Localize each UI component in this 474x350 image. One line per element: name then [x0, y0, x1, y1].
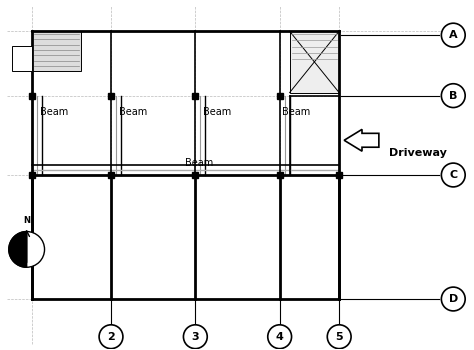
Circle shape	[268, 325, 292, 349]
Bar	[108, 172, 114, 178]
FancyArrow shape	[344, 130, 379, 151]
Text: Driveway: Driveway	[389, 148, 447, 158]
Text: 3: 3	[191, 332, 199, 342]
Circle shape	[441, 287, 465, 311]
Text: Beam: Beam	[40, 107, 68, 118]
Text: 2: 2	[107, 332, 115, 342]
Circle shape	[441, 163, 465, 187]
Circle shape	[99, 325, 123, 349]
Text: Beam: Beam	[282, 107, 310, 118]
Text: 4: 4	[276, 332, 283, 342]
Bar	[108, 93, 114, 99]
Text: Beam: Beam	[119, 107, 147, 118]
Bar	[12, 46, 32, 71]
Text: N: N	[23, 216, 30, 225]
Circle shape	[441, 23, 465, 47]
Text: C: C	[449, 170, 457, 180]
Text: Beam: Beam	[185, 158, 214, 168]
Bar	[277, 93, 283, 99]
Text: D: D	[449, 294, 458, 304]
Circle shape	[441, 84, 465, 107]
Polygon shape	[9, 232, 27, 267]
Bar	[32, 31, 81, 71]
Circle shape	[327, 325, 351, 349]
Text: B: B	[449, 91, 457, 101]
Circle shape	[9, 232, 45, 267]
Bar	[192, 93, 198, 99]
Circle shape	[183, 325, 207, 349]
Text: A: A	[449, 30, 457, 40]
Bar	[28, 172, 35, 178]
Bar	[336, 172, 342, 178]
Text: 5: 5	[336, 332, 343, 342]
Bar	[192, 172, 198, 178]
Bar	[277, 172, 283, 178]
Text: Beam: Beam	[203, 107, 231, 118]
Bar	[28, 93, 35, 99]
Bar	[290, 31, 339, 93]
